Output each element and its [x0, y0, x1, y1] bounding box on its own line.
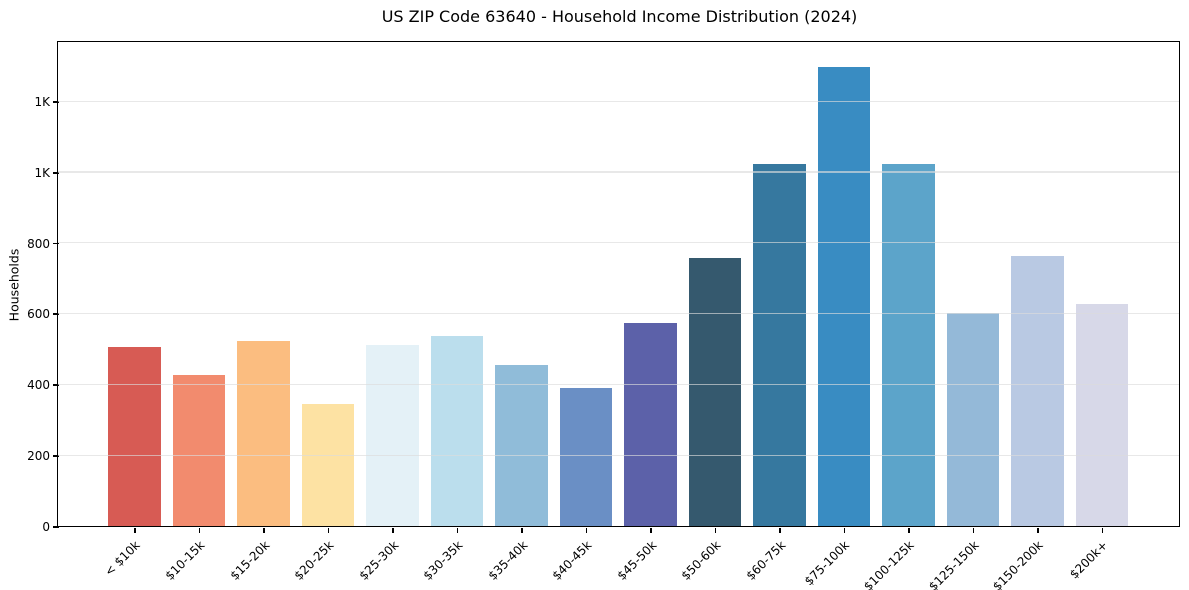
y-tick-mark	[53, 313, 59, 316]
x-tick-label: $15-20k	[227, 538, 272, 583]
bar	[1075, 303, 1128, 526]
y-tick-label: 400	[27, 378, 50, 393]
y-tick-mark	[53, 384, 59, 387]
x-tick-mark	[779, 528, 781, 533]
gridline	[58, 383, 1179, 385]
y-tick-mark	[53, 242, 59, 245]
bar	[430, 335, 483, 526]
bar	[624, 323, 677, 526]
x-tick-mark	[456, 528, 459, 533]
bar	[301, 403, 354, 526]
gridline	[58, 312, 1179, 315]
y-tick-label: 600	[27, 307, 50, 322]
x-tick-mark	[521, 528, 523, 533]
y-tick-label: 1K	[34, 94, 50, 109]
x-tick-mark	[392, 528, 394, 533]
x-tick-label: < $10k	[102, 538, 143, 579]
x-tick-label: $10-15k	[162, 538, 208, 583]
bar	[817, 66, 870, 526]
x-tick-label: $30-35k	[420, 538, 466, 583]
x-tick-label: $60-75k	[743, 538, 788, 583]
x-tick-label: $150-200k	[990, 538, 1046, 590]
x-tick-label: $35-40k	[485, 538, 530, 583]
chart-title: US ZIP Code 63640 - Household Income Dis…	[381, 7, 858, 26]
x-tick-mark	[327, 528, 330, 533]
y-tick-mark	[53, 455, 59, 457]
bar	[688, 257, 741, 526]
gridline	[58, 454, 1179, 456]
x-tick-label: $50-60k	[678, 538, 724, 583]
bar	[108, 347, 161, 526]
x-tick-mark	[134, 528, 136, 533]
gridline	[58, 171, 1179, 173]
x-tick-label: $40-45k	[549, 538, 595, 583]
x-tick-mark	[650, 528, 652, 533]
bar	[946, 312, 999, 526]
x-tick-label: $25-30k	[356, 538, 401, 583]
y-tick-mark	[53, 171, 59, 174]
x-tick-mark	[908, 528, 910, 533]
x-tick-label: $20-25k	[291, 538, 337, 583]
plot-area	[57, 41, 1180, 527]
x-tick-mark	[585, 528, 588, 533]
bar	[753, 164, 806, 526]
gridline	[58, 242, 1179, 244]
x-tick-label: $125-150k	[925, 538, 982, 590]
x-tick-label: $200k+	[1066, 538, 1111, 582]
y-tick-mark	[53, 525, 59, 528]
x-tick-mark	[714, 528, 717, 533]
x-tick-mark	[1101, 528, 1104, 533]
bar	[366, 344, 419, 526]
y-tick-label: 1K	[34, 165, 50, 180]
y-tick-mark	[53, 101, 59, 103]
x-tick-mark	[1037, 528, 1039, 533]
bar	[237, 340, 290, 526]
x-tick-mark	[972, 528, 975, 533]
bar	[172, 374, 225, 526]
y-tick-label: 200	[27, 448, 50, 463]
x-tick-label: $45-50k	[614, 538, 659, 583]
x-tick-label: $75-100k	[802, 538, 853, 589]
x-tick-mark	[843, 528, 846, 533]
y-tick-label: 800	[27, 236, 50, 251]
x-tick-mark	[198, 528, 201, 533]
x-tick-label: $100-125k	[861, 538, 917, 590]
gridline	[58, 100, 1179, 102]
bar	[1011, 256, 1064, 526]
x-tick-mark	[263, 528, 265, 533]
y-tick-label: 0	[42, 519, 50, 534]
bar	[495, 364, 548, 526]
bar	[882, 164, 935, 526]
bar	[559, 387, 612, 526]
